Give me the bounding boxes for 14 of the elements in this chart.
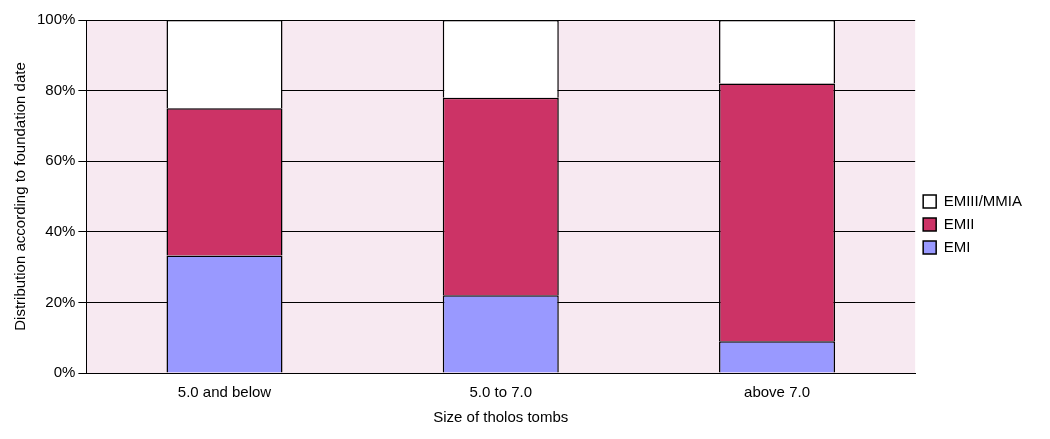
y-tick-label: 80% xyxy=(45,80,76,98)
y-tick-label: 40% xyxy=(45,221,76,239)
y-tick-label: 20% xyxy=(45,292,76,310)
x-tick-label: 5.0 and below xyxy=(177,383,272,401)
y-tick-label: 100% xyxy=(36,10,76,28)
y-axis-title: Distribution according to foundation date xyxy=(11,62,29,331)
y-tick-label: 60% xyxy=(45,151,76,169)
legend-label: EMI xyxy=(943,237,971,255)
legend-label: EMII xyxy=(943,214,975,232)
x-axis-title: Size of tholos tombs xyxy=(433,408,569,426)
y-tick-label: 0% xyxy=(53,363,76,381)
x-tick-label: above 7.0 xyxy=(744,383,810,401)
legend-label: EMIII/MMIA xyxy=(943,191,1023,209)
x-tick-label: 5.0 to 7.0 xyxy=(469,383,533,401)
